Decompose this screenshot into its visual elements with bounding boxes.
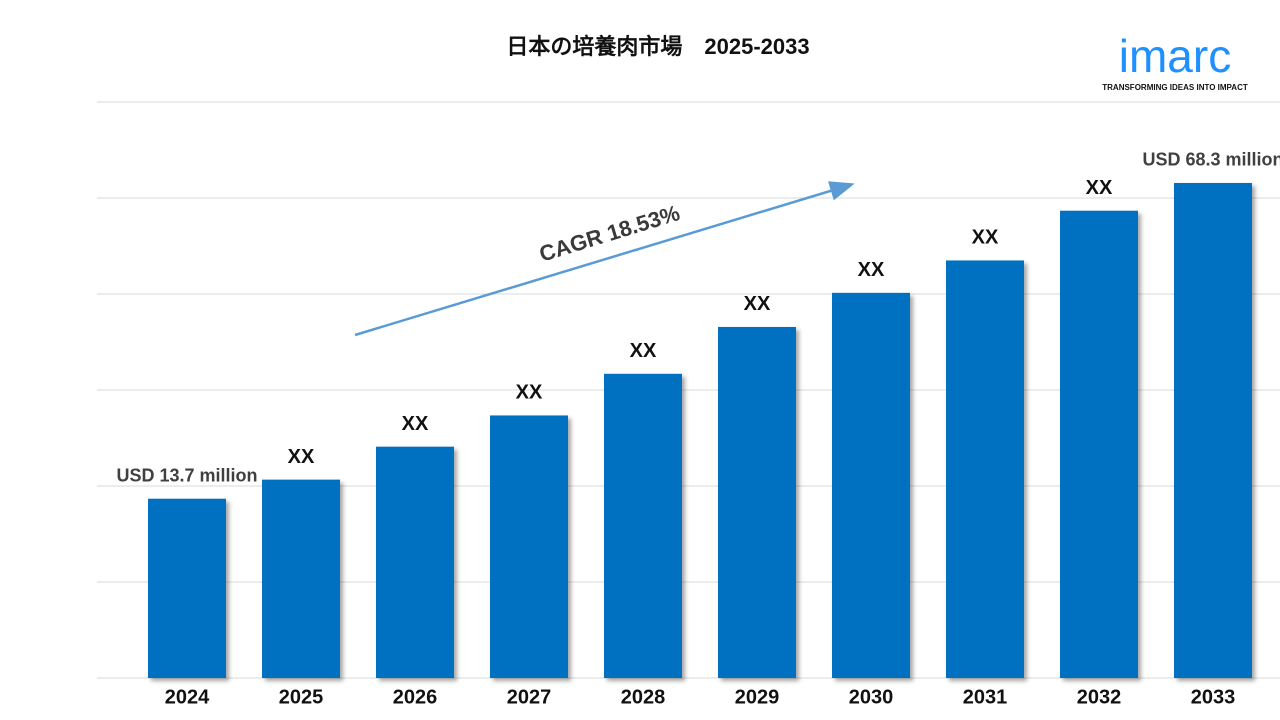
x-tick-label: 2024: [165, 686, 210, 708]
logo-name: imarc: [1119, 30, 1231, 82]
bar: [148, 498, 226, 678]
x-tick-label: 2027: [507, 686, 552, 708]
bar: [1174, 182, 1252, 678]
value-label: XX: [1086, 177, 1113, 199]
logo: imarc TRANSFORMING IDEAS INTO IMPACT: [1102, 30, 1248, 92]
x-tick-label: 2032: [1077, 686, 1122, 708]
bar: [946, 260, 1024, 678]
value-label: XX: [972, 227, 999, 249]
bar: [1060, 210, 1138, 678]
bar: [718, 326, 796, 678]
value-label: XX: [630, 340, 657, 362]
bar: [604, 373, 682, 678]
x-tick-label: 2028: [621, 686, 666, 708]
value-label: XX: [744, 293, 771, 315]
bar: [262, 479, 340, 678]
bar: [832, 292, 910, 678]
value-label: XX: [288, 446, 315, 468]
chart-title: 日本の培養肉市場 2025-2033: [506, 34, 809, 59]
x-tick-label: 2033: [1191, 686, 1236, 708]
x-tick-label: 2030: [849, 686, 894, 708]
value-label: USD 68.3 million: [1142, 150, 1280, 170]
cagr-arrow: [354, 181, 855, 337]
x-tick-label: 2031: [963, 686, 1008, 708]
value-label: XX: [516, 382, 543, 404]
bar: [376, 446, 454, 678]
x-tick-label: 2029: [735, 686, 780, 708]
x-tick-label: 2025: [279, 686, 324, 708]
value-label: USD 13.7 million: [116, 465, 257, 485]
value-label: XX: [402, 413, 429, 435]
bar: [490, 415, 568, 678]
value-label: XX: [858, 259, 885, 281]
x-tick-label: 2026: [393, 686, 438, 708]
logo-tagline: TRANSFORMING IDEAS INTO IMPACT: [1102, 83, 1248, 92]
